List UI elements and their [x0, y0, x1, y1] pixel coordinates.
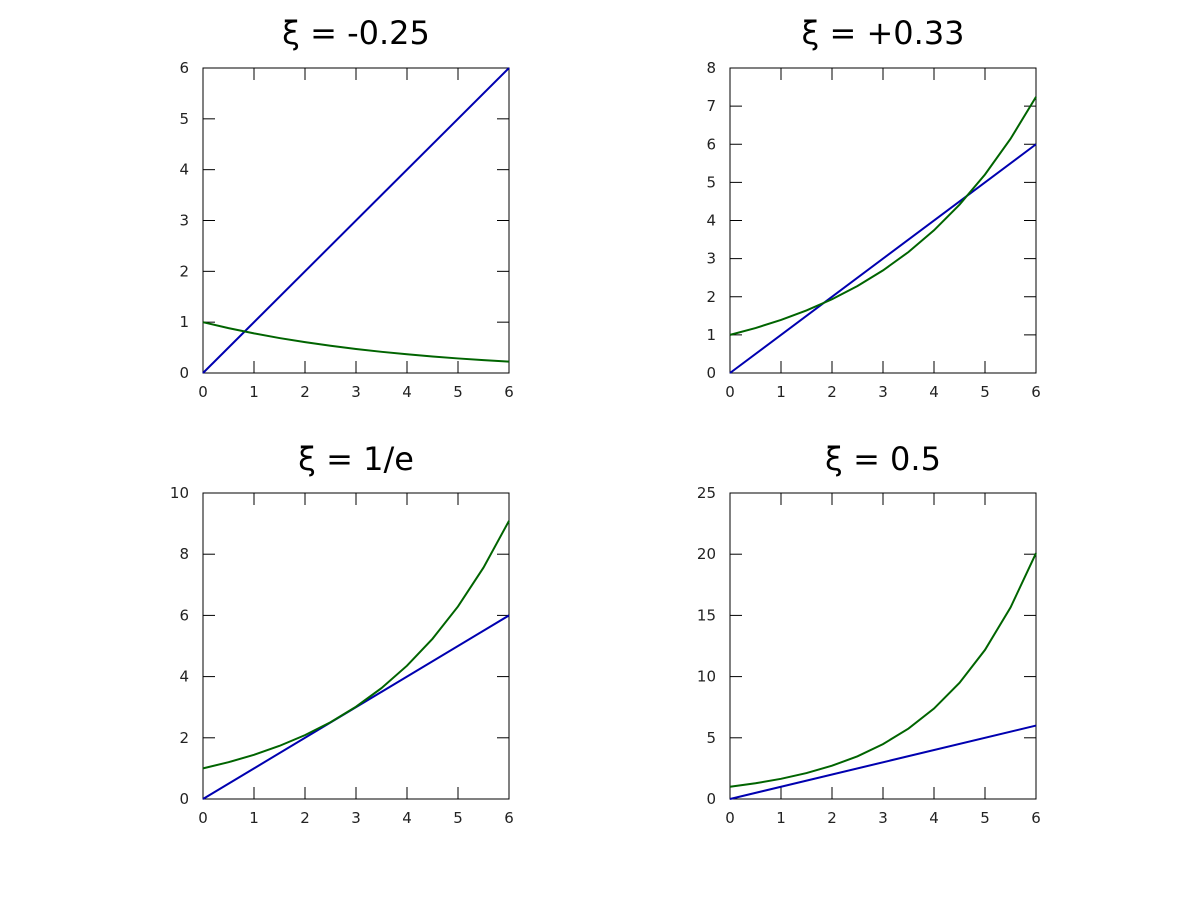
series-line-2 — [729, 552, 1037, 788]
y-tick-label: 3 — [179, 212, 189, 230]
x-tick-label: 4 — [929, 809, 939, 827]
x-tick-label: 6 — [1031, 383, 1041, 401]
plot-panel-3: ξ = 1/e 0 1 2 3 4 5 6 0 2 4 6 8 10 — [170, 440, 514, 827]
x-tick-label: 4 — [929, 383, 939, 401]
chart-title: ξ = 0.5 — [825, 440, 941, 478]
y-tick-label: 4 — [179, 668, 189, 686]
y-tick-label: 2 — [179, 729, 189, 747]
series-line-2 — [202, 321, 510, 363]
series-line-1 — [202, 67, 510, 374]
x-tick-label: 5 — [453, 809, 463, 827]
y-tick-label: 0 — [179, 790, 189, 808]
series-line-1 — [729, 143, 1037, 374]
chart-title: ξ = +0.33 — [801, 14, 964, 52]
plot-panel-2: ξ = +0.33 0 1 2 3 4 5 6 0 1 2 3 4 5 6 7 8 — [706, 14, 1040, 401]
series-line-2 — [202, 520, 510, 770]
chart-title: ξ = 1/e — [298, 440, 414, 478]
y-tick-label: 5 — [706, 173, 716, 191]
x-tick-label: 3 — [878, 809, 888, 827]
y-tick-label: 2 — [179, 262, 189, 280]
x-tick-label: 2 — [300, 383, 310, 401]
x-tick-label: 4 — [402, 383, 412, 401]
y-tick-label: 8 — [179, 545, 189, 563]
x-tick-label: 6 — [1031, 809, 1041, 827]
y-tick-label: 25 — [697, 484, 716, 502]
x-tick-label: 0 — [198, 809, 208, 827]
x-tick-label: 1 — [776, 809, 786, 827]
y-tick-label: 6 — [706, 135, 716, 153]
plot-frame — [202, 492, 510, 800]
y-tick-label: 4 — [706, 212, 716, 230]
x-tick-label: 5 — [453, 383, 463, 401]
y-tick-label: 4 — [179, 161, 189, 179]
y-tick-label: 0 — [706, 790, 716, 808]
x-tick-label: 6 — [504, 383, 514, 401]
x-tick-label: 0 — [198, 383, 208, 401]
y-tick-label: 6 — [179, 59, 189, 77]
x-tick-label: 2 — [827, 383, 837, 401]
x-tick-label: 0 — [725, 383, 735, 401]
series-line-2 — [729, 96, 1037, 336]
y-tick-label: 1 — [179, 313, 189, 331]
x-tick-label: 1 — [249, 383, 259, 401]
x-tick-label: 3 — [878, 383, 888, 401]
x-tick-label: 2 — [300, 809, 310, 827]
x-tick-label: 4 — [402, 809, 412, 827]
plot-frame — [729, 67, 1037, 374]
plot-panel-4: ξ = 0.5 0 1 2 3 4 5 6 0 5 10 15 20 25 — [697, 440, 1041, 827]
x-tick-label: 2 — [827, 809, 837, 827]
y-tick-label: 6 — [179, 606, 189, 624]
y-tick-label: 10 — [170, 484, 189, 502]
x-tick-label: 5 — [980, 809, 990, 827]
x-tick-label: 1 — [776, 383, 786, 401]
chart-title: ξ = -0.25 — [282, 14, 430, 52]
x-tick-label: 0 — [725, 809, 735, 827]
y-tick-label: 0 — [179, 364, 189, 382]
x-tick-label: 3 — [351, 383, 361, 401]
y-tick-label: 5 — [706, 729, 716, 747]
x-tick-label: 1 — [249, 809, 259, 827]
y-tick-label: 20 — [697, 545, 716, 563]
y-tick-label: 2 — [706, 288, 716, 306]
x-tick-label: 5 — [980, 383, 990, 401]
x-tick-label: 3 — [351, 809, 361, 827]
plot-frame — [729, 492, 1037, 800]
series-line-1 — [729, 724, 1037, 800]
plot-panel-1: ξ = -0.25 0 1 2 3 4 5 6 0 1 2 3 4 5 6 — [179, 14, 513, 401]
y-tick-label: 8 — [706, 59, 716, 77]
y-tick-label: 7 — [706, 97, 716, 115]
y-tick-label: 10 — [697, 668, 716, 686]
y-tick-label: 0 — [706, 364, 716, 382]
x-tick-label: 6 — [504, 809, 514, 827]
y-tick-label: 15 — [697, 606, 716, 624]
y-tick-label: 3 — [706, 250, 716, 268]
y-tick-label: 1 — [706, 326, 716, 344]
y-tick-label: 5 — [179, 110, 189, 128]
